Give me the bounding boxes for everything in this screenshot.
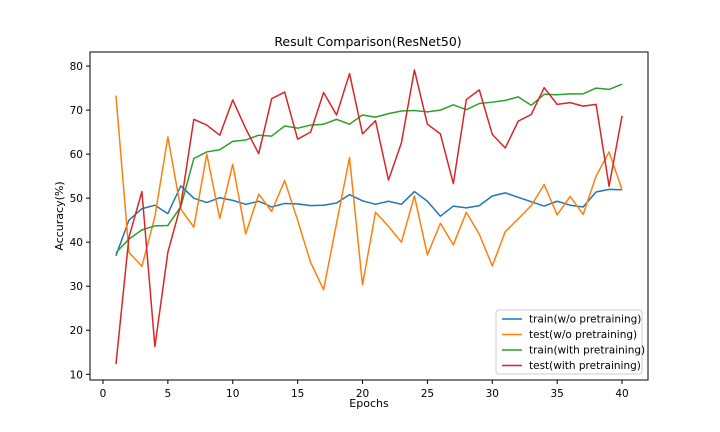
x-tick-label: 30 (486, 388, 499, 400)
series-line-3 (115, 69, 623, 365)
x-tick-label: 40 (615, 388, 628, 400)
y-tick-label: 80 (70, 61, 83, 73)
x-tick-label: 0 (100, 388, 107, 400)
y-tick-label: 40 (70, 237, 83, 249)
x-tick-label: 20 (356, 388, 369, 400)
y-tick-label: 10 (70, 369, 83, 381)
x-tick-label: 15 (291, 388, 304, 400)
y-tick-label: 20 (70, 325, 83, 337)
series-layer (115, 69, 623, 365)
y-tick-label: 70 (70, 105, 83, 117)
series-line-0 (115, 185, 623, 257)
x-axis-label: Epochs (349, 397, 389, 410)
x-tick-label: 5 (165, 388, 172, 400)
legend-label: train(w/o pretraining) (529, 314, 641, 326)
plot-frame (89, 51, 649, 381)
x-tick-label: 25 (421, 388, 434, 400)
x-tick-label: 35 (550, 388, 563, 400)
y-tick-label: 50 (70, 193, 83, 205)
legend-label: test(with pretraining) (529, 360, 641, 372)
y-tick-label: 30 (70, 281, 83, 293)
series-line-2 (115, 83, 623, 254)
series-line-1 (115, 95, 623, 291)
legend-label: test(w/o pretraining) (529, 329, 637, 341)
y-axis-label: Accuracy(%) (53, 181, 66, 250)
legend-box (495, 309, 643, 375)
x-tick-label: 10 (226, 388, 239, 400)
ticks-layer: 0 5 10 15 20 25 30 35 40 10 20 30 40 50 60 70 80 (70, 61, 629, 400)
chart-title: Result Comparison(ResNet50) (274, 34, 461, 49)
legend: train(w/o pretraining) test(w/o pretraini… (495, 309, 645, 375)
legend-label: train(with pretraining) (529, 345, 645, 357)
y-tick-label: 60 (70, 149, 83, 161)
